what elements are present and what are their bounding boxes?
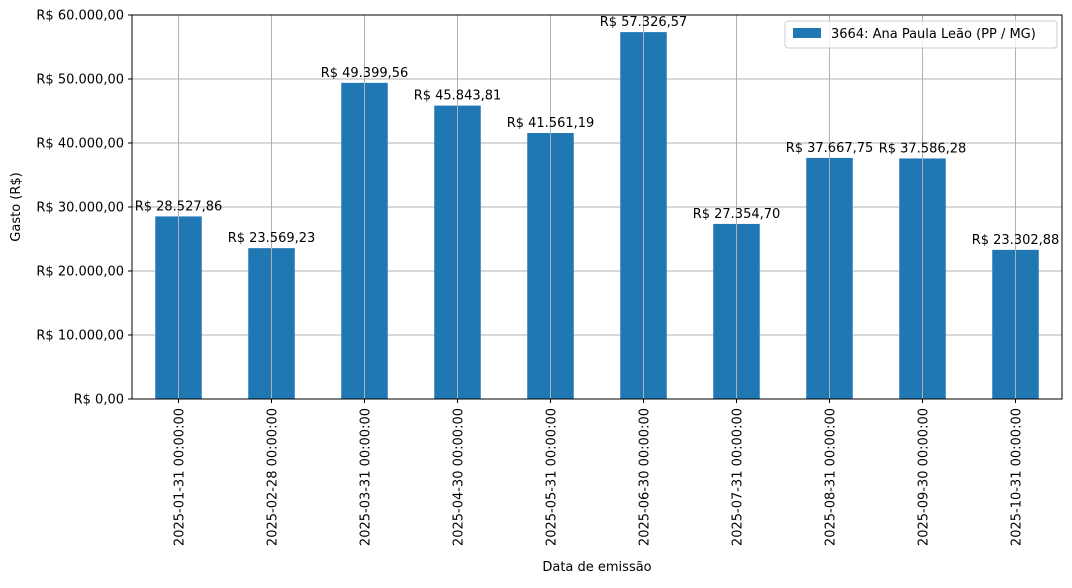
bar-value-label: R$ 23.569,23	[228, 231, 316, 246]
x-tick-label: 2025-02-28 00:00:00	[266, 408, 281, 546]
x-tick-label: 2025-06-30 00:00:00	[638, 408, 653, 546]
y-axis: R$ 0,00 R$ 10.000,00 R$ 20.000,00 R$ 30.000…	[36, 9, 132, 408]
bar-value-label: R$ 57.326,57	[600, 15, 688, 30]
x-tick-label: 2025-05-31 00:00:00	[545, 408, 560, 546]
y-tick-label: R$ 20.000,00	[36, 265, 124, 280]
y-tick-label: R$ 50.000,00	[36, 73, 124, 88]
grid-front-layer	[178, 15, 1016, 399]
bar-value-label: R$ 37.667,75	[786, 141, 874, 156]
bar-value-label: R$ 45.843,81	[414, 89, 502, 104]
value-labels: R$ 28.527,86 R$ 23.569,23 R$ 49.399,56 R$ 4…	[135, 15, 1060, 248]
bar-value-label: R$ 41.561,19	[507, 116, 595, 131]
x-tick-label: 2025-04-30 00:00:00	[452, 408, 467, 546]
bar-value-label: R$ 23.302,88	[972, 233, 1060, 248]
x-tick-label: 2025-03-31 00:00:00	[359, 408, 374, 546]
bar-value-label: R$ 28.527,86	[135, 199, 223, 214]
bar-value-label: R$ 27.354,70	[693, 207, 781, 222]
legend-box	[784, 20, 1058, 49]
y-tick-label: R$ 10.000,00	[36, 329, 124, 344]
y-tick-label: R$ 30.000,00	[36, 201, 124, 216]
x-axis-label: Data de emissão	[542, 560, 651, 575]
bar-value-label: R$ 49.399,56	[321, 66, 409, 81]
legend-swatch	[793, 28, 821, 38]
x-tick-label: 2025-10-31 00:00:00	[1010, 408, 1025, 546]
x-tick-label: 2025-08-31 00:00:00	[824, 408, 839, 546]
y-axis-label: Gasto (R$)	[9, 172, 24, 241]
y-tick-label: R$ 60.000,00	[36, 9, 124, 24]
bar-value-label: R$ 37.586,28	[879, 141, 967, 156]
legend-series-label: 3664: Ana Paula Leão (PP / MG)	[831, 27, 1036, 42]
x-axis: 2025-01-31 00:00:00 2025-02-28 00:00:00 20…	[173, 399, 1025, 546]
y-tick-label: R$ 40.000,00	[36, 137, 124, 152]
y-tick-label: R$ 0,00	[74, 393, 124, 408]
legend: 3664: Ana Paula Leão (PP / MG)	[784, 20, 1058, 49]
x-tick-label: 2025-01-31 00:00:00	[173, 408, 188, 546]
x-tick-label: 2025-07-31 00:00:00	[731, 408, 746, 546]
bars-layer	[155, 32, 1039, 400]
x-tick-label: 2025-09-30 00:00:00	[917, 408, 932, 546]
